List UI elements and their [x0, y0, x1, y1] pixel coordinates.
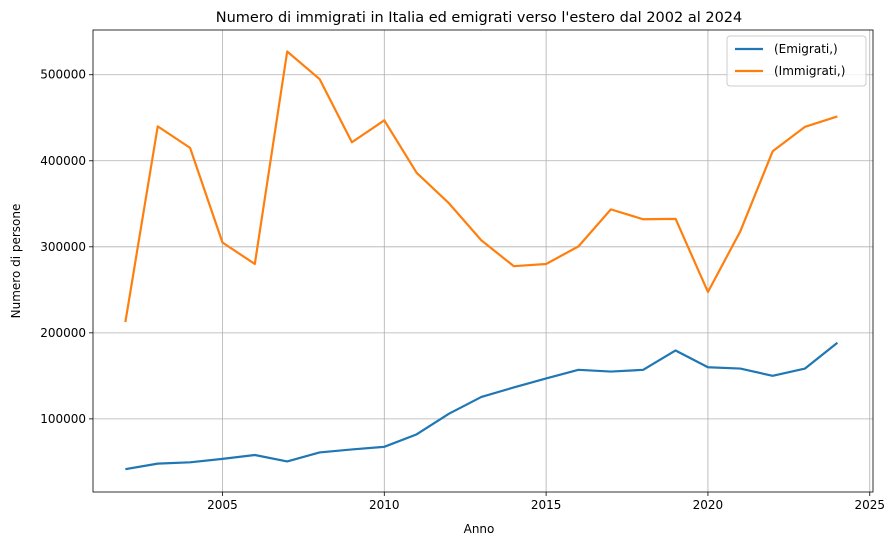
- legend-label-0: (Emigrati,): [774, 42, 838, 56]
- chart-title: Numero di immigrati in Italia ed emigrat…: [216, 10, 743, 26]
- legend: (Emigrati,) (Immigrati,): [726, 35, 867, 87]
- y-tick-label: 500000: [40, 68, 86, 82]
- y-axis-label: Numero di persone: [9, 204, 23, 319]
- y-tick-label: 300000: [40, 240, 86, 254]
- x-tick-label: 2015: [531, 498, 562, 512]
- y-tick-label: 100000: [40, 412, 86, 426]
- x-tick-label: 2005: [207, 498, 238, 512]
- x-axis-label: Anno: [464, 522, 495, 536]
- legend-label-1: (Immigrati,): [774, 64, 845, 78]
- x-ticks: 2005 2010 2015 2020 2025: [207, 492, 885, 512]
- x-tick-label: 2020: [693, 498, 724, 512]
- y-tick-label: 400000: [40, 154, 86, 168]
- x-tick-label: 2010: [369, 498, 400, 512]
- grid: [93, 30, 873, 492]
- plot-frame: [92, 29, 874, 493]
- series-line-0: [125, 341, 839, 471]
- series-lines: [124, 50, 839, 471]
- y-tick-label: 200000: [40, 326, 86, 340]
- series-line-1: [124, 50, 838, 323]
- x-tick-label: 2025: [854, 498, 885, 512]
- y-ticks: 100000 200000 300000 400000 500000: [40, 68, 93, 426]
